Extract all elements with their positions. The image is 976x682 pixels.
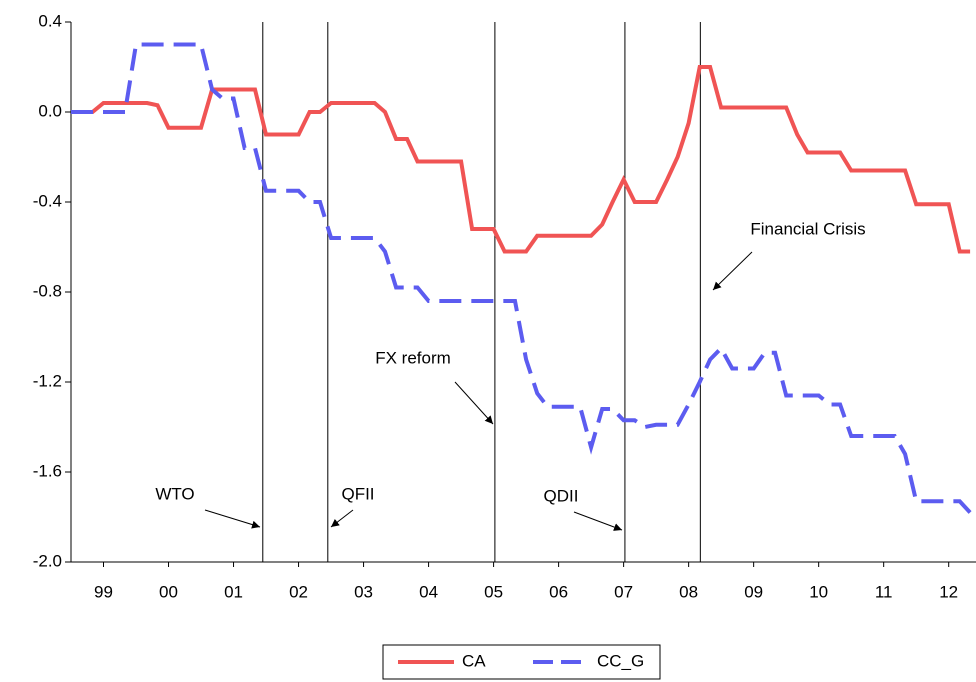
y-tick-label: 0.4 xyxy=(38,11,62,30)
y-tick-label: -1.6 xyxy=(33,461,62,480)
x-tick-label: 12 xyxy=(939,582,958,601)
x-tick-label: 05 xyxy=(484,582,503,601)
x-tick-label: 02 xyxy=(289,582,308,601)
x-tick-label: 07 xyxy=(614,582,633,601)
annotation: WTO xyxy=(155,484,194,503)
annotation: Financial Crisis xyxy=(750,219,865,238)
y-tick-label: -2.0 xyxy=(33,551,62,570)
x-tick-label: 10 xyxy=(809,582,828,601)
x-tick-label: 00 xyxy=(159,582,178,601)
y-tick-label: 0.0 xyxy=(38,101,62,120)
annotation-arrow xyxy=(330,509,354,528)
x-tick-label: 08 xyxy=(679,582,698,601)
x-tick-label: 04 xyxy=(419,582,438,601)
annotation-arrow xyxy=(204,509,261,529)
legend-label: CA xyxy=(462,651,486,670)
series-line xyxy=(71,65,971,254)
x-tick-label: 01 xyxy=(224,582,243,601)
annotation-arrow xyxy=(712,251,753,291)
annotation-arrow xyxy=(573,511,623,531)
annotation: FX reform xyxy=(375,348,451,367)
x-tick-label: 03 xyxy=(354,582,373,601)
y-tick-label: -0.4 xyxy=(33,191,62,210)
x-tick-label: 99 xyxy=(94,582,113,601)
y-tick-label: -0.8 xyxy=(33,281,62,300)
x-tick-label: 06 xyxy=(549,582,568,601)
annotation: QDII xyxy=(544,486,579,505)
x-tick-label: 11 xyxy=(875,582,893,601)
annotation-arrow xyxy=(454,381,494,425)
annotations: WTO QFII FX reform QDII Financial Crisis xyxy=(155,219,866,531)
y-tick-label: -1.2 xyxy=(33,371,62,390)
legend-label: CC_G xyxy=(597,651,644,670)
series-line xyxy=(71,42,972,514)
annotation: QFII xyxy=(341,484,374,503)
x-tick-label: 09 xyxy=(744,582,763,601)
